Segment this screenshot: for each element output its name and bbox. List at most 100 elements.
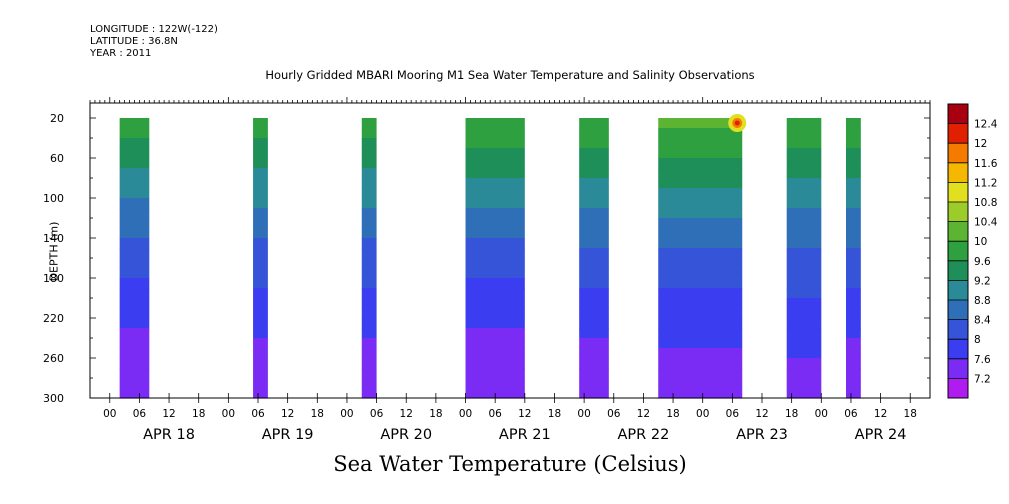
temperature-band [361,378,377,389]
temperature-band [846,218,861,229]
temperature-band [579,268,609,279]
y-tick-label: 300 [43,392,64,405]
x-tick-label: 18 [904,408,917,420]
temperature-band [786,118,822,129]
temperature-band [465,178,525,189]
temperature-band [658,378,743,389]
x-tick-label: 06 [370,408,384,420]
temperature-band [786,288,822,299]
temperature-band [253,338,268,349]
temperature-band [786,338,822,349]
temperature-band [786,158,822,169]
temperature-band [253,148,268,159]
temperature-band [846,238,861,249]
colorbar-swatch [948,104,968,124]
temperature-band [361,188,377,199]
x-day-label: APR 18 [143,427,195,443]
temperature-band [253,278,268,289]
x-tick-label: 06 [133,408,147,420]
temperature-band [361,158,377,169]
colorbar-label: 10.8 [974,197,997,209]
data-segment [786,118,822,399]
temperature-band [579,168,609,179]
temperature-band [846,198,861,209]
temperature-band [361,388,377,399]
temperature-band [786,198,822,209]
chart-title: Hourly Gridded MBARI Mooring M1 Sea Wate… [265,68,755,82]
colorbar-label: 7.2 [974,373,991,385]
data-segment [846,118,861,399]
temperature-band [361,318,377,329]
temperature-band [579,138,609,149]
temperature-band [658,368,743,379]
temperature-band [119,318,150,329]
temperature-band [465,318,525,329]
temperature-band [658,168,743,179]
x-day-label: APR 22 [618,427,670,443]
x-tick-label: 00 [103,408,116,420]
temperature-band [846,168,861,179]
colorbar-label: 9.6 [974,256,991,268]
y-tick-label: 140 [43,232,64,245]
x-tick-label: 00 [577,408,590,420]
temperature-band [119,328,150,339]
temperature-band [361,148,377,159]
temperature-band [119,178,150,189]
temperature-band [658,288,743,299]
x-day-label: APR 21 [499,427,551,443]
temperature-band [361,178,377,189]
temperature-band [119,378,150,389]
x-tick-label: 06 [844,408,858,420]
colorbar-swatch [948,280,968,301]
temperature-band [119,338,150,349]
temperature-band [119,228,150,239]
temperature-band [253,348,268,359]
temperature-band [658,348,743,359]
temperature-band [786,258,822,269]
temperature-band [579,288,609,299]
temperature-band [119,238,150,249]
temperature-band [119,168,150,179]
year-label: YEAR : 2011 [90,48,152,59]
temperature-band [658,138,743,149]
colorbar: 7.2 7.6 8 8.4 8.8 9.2 9.6 10 10.4 10.8 11.2 11.6 12 1… [947,103,998,399]
temperature-band [465,308,525,319]
x-tick-label: 12 [755,408,768,420]
temperature-band [846,128,861,139]
temperature-band [846,378,861,389]
temperature-band [361,238,377,249]
x-tick-label: 12 [637,408,650,420]
x-tick-label: 00 [340,408,353,420]
temperature-band [658,188,743,199]
temperature-band [579,338,609,349]
y-tick-label: 60 [50,152,64,165]
temperature-band [658,238,743,249]
data-segment [579,118,609,399]
temperature-band [846,248,861,259]
temperature-band [846,328,861,339]
temperature-band [786,238,822,249]
temperature-band [786,378,822,389]
variable-title: Sea Water Temperature (Celsius) [333,452,687,476]
temperature-band [658,198,743,209]
temperature-band [465,298,525,309]
temperature-band [361,358,377,369]
data-segment [465,118,525,399]
x-day-label: APR 19 [262,427,314,443]
x-tick-label: 18 [192,408,205,420]
temperature-band [579,388,609,399]
temperature-band [465,188,525,199]
colorbar-swatch [948,339,968,360]
temperature-band [786,168,822,179]
temperature-band [465,378,525,389]
temperature-band [253,208,268,219]
temperature-band [253,178,268,189]
x-tick-label: 00 [815,408,828,420]
colorbar-label: 11.2 [974,177,997,189]
temperature-band [465,348,525,359]
x-tick-label: 00 [696,408,709,420]
colorbar-swatch [948,202,968,222]
temperature-band [119,288,150,299]
colorbar-swatch [948,182,968,203]
